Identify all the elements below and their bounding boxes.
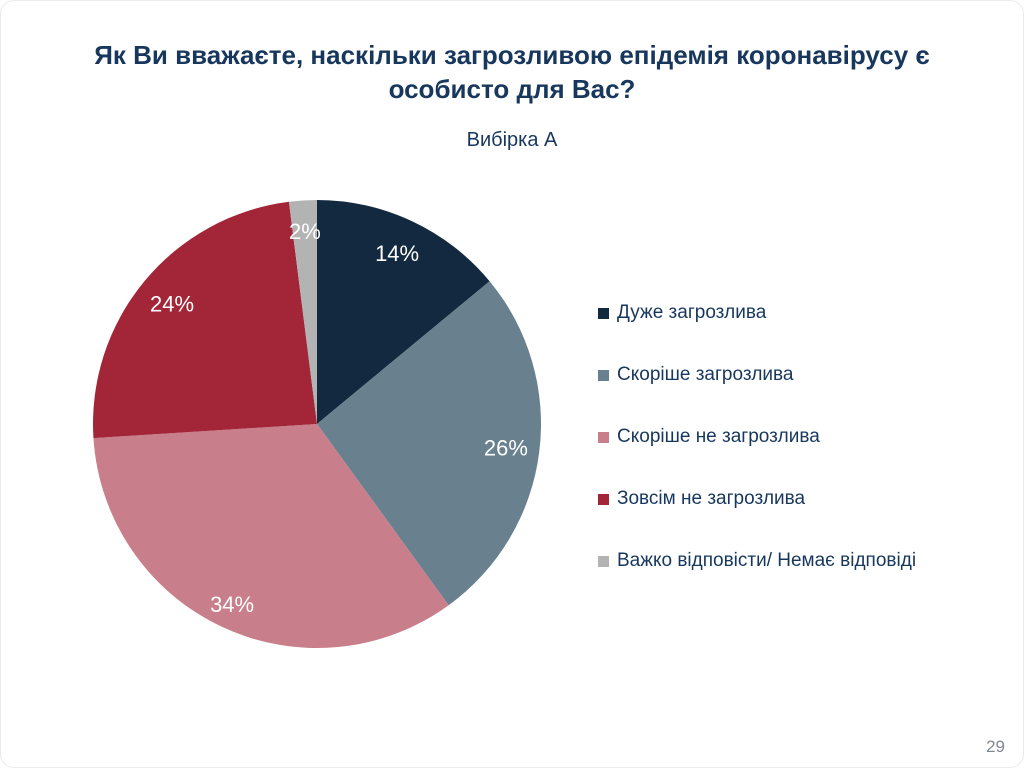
legend-label: Важко відповісти/ Немає відповіді	[617, 550, 917, 571]
pie-slice-3	[93, 424, 449, 648]
pie-slice-label: 24%	[150, 292, 194, 317]
legend-color-swatch	[598, 555, 609, 567]
legend-color-swatch	[598, 369, 609, 381]
pie-slice-label: 34%	[210, 592, 254, 617]
legend-label: Скоріше загрозлива	[617, 364, 794, 385]
legend-item-2: Скоріше загрозлива	[598, 363, 916, 387]
page-number: 29	[986, 737, 1005, 756]
legend-item-4: Зовсім не загрозлива	[598, 487, 916, 511]
legend-label: Зовсім не загрозлива	[617, 488, 806, 509]
pie-slice-2	[317, 281, 541, 606]
pie-slice-label: 14%	[375, 241, 419, 266]
chart-subtitle: Вибірка А	[466, 129, 558, 151]
legend-label: Скоріше не загрозлива	[617, 426, 820, 447]
legend-item-5: Важко відповісти/ Немає відповіді	[598, 549, 916, 573]
pie-slice-4	[92, 201, 318, 439]
legend-color-swatch	[598, 431, 609, 443]
legend-label: Дуже загрозлива	[617, 302, 767, 323]
pie-slice-label: 2%	[289, 219, 321, 244]
pie-slice-label: 26%	[484, 435, 528, 460]
chart-legend: Дуже загрозлива Скоріше загрозлива Скоріше…	[598, 301, 916, 611]
legend-item-1: Дуже загрозлива	[598, 301, 916, 325]
legend-color-swatch	[598, 493, 609, 505]
legend-color-swatch	[598, 307, 609, 319]
pie-slice-1	[317, 200, 490, 424]
pie-slice-5	[288, 200, 317, 424]
legend-item-3: Скоріше не загрозлива	[598, 425, 916, 449]
slide-title: Як Ви вважаєте, наскільки загрозливою еп…	[94, 40, 930, 104]
